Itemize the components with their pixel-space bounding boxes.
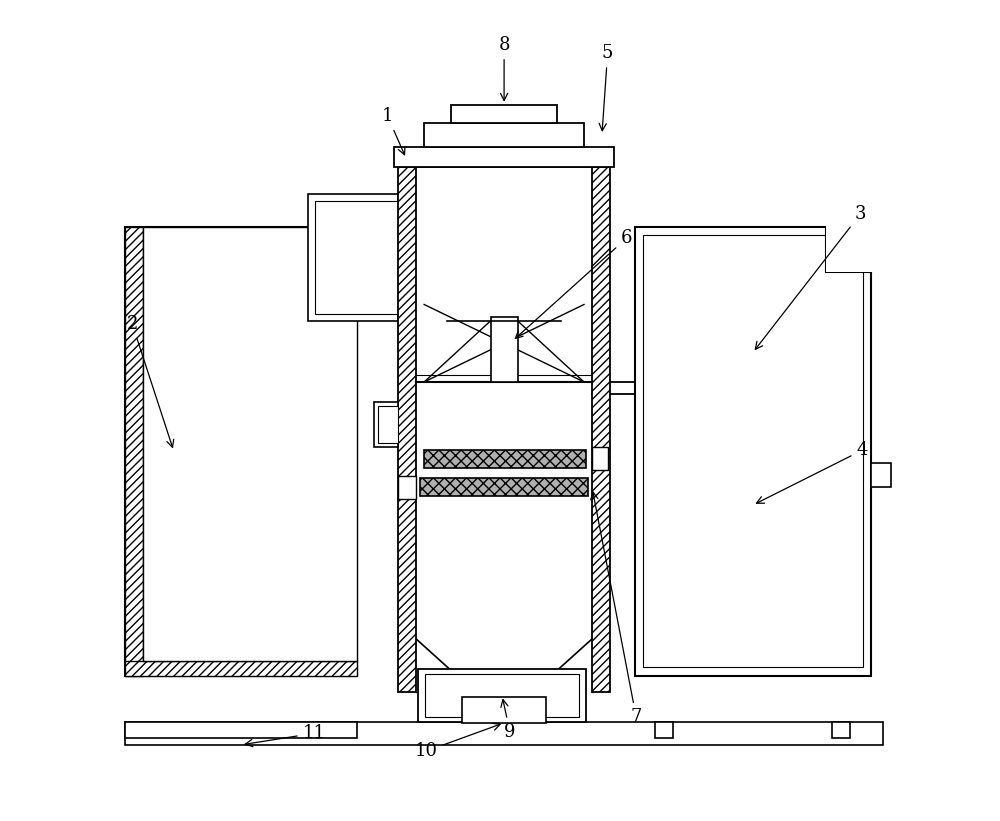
Bar [125, 227, 143, 676]
Bar [420, 478, 588, 496]
Text: 4: 4 [757, 442, 868, 503]
Text: 9: 9 [501, 699, 516, 741]
Bar [125, 227, 357, 676]
Bar [125, 661, 357, 676]
Bar [451, 105, 557, 122]
Text: 6: 6 [515, 229, 632, 338]
Bar [398, 475, 416, 498]
Bar [398, 149, 610, 167]
Bar [416, 167, 592, 692]
Text: 1: 1 [382, 107, 405, 154]
Bar [394, 147, 614, 167]
Bar [418, 669, 586, 722]
Bar [125, 722, 357, 738]
Bar [871, 463, 891, 487]
Bar [592, 447, 608, 470]
Bar [643, 235, 863, 667]
Bar [462, 697, 546, 722]
Bar [315, 201, 398, 314]
Bar [424, 450, 586, 468]
Bar [143, 227, 357, 661]
Bar [125, 722, 883, 745]
Bar [635, 227, 871, 676]
Bar [374, 402, 398, 447]
Bar [826, 223, 875, 272]
Bar [378, 406, 398, 443]
Bar [424, 122, 584, 147]
Bar [832, 722, 850, 738]
Bar [655, 722, 673, 738]
Bar [491, 317, 518, 382]
Text: 5: 5 [599, 44, 613, 131]
Text: 11: 11 [245, 724, 326, 746]
Bar [308, 195, 398, 321]
Bar [398, 149, 416, 692]
Bar [592, 149, 610, 692]
Bar [425, 674, 579, 717]
Text: 2: 2 [127, 315, 174, 447]
Text: 7: 7 [591, 492, 642, 726]
Text: 3: 3 [755, 205, 866, 349]
Text: 8: 8 [498, 36, 510, 100]
Text: 10: 10 [414, 723, 500, 760]
